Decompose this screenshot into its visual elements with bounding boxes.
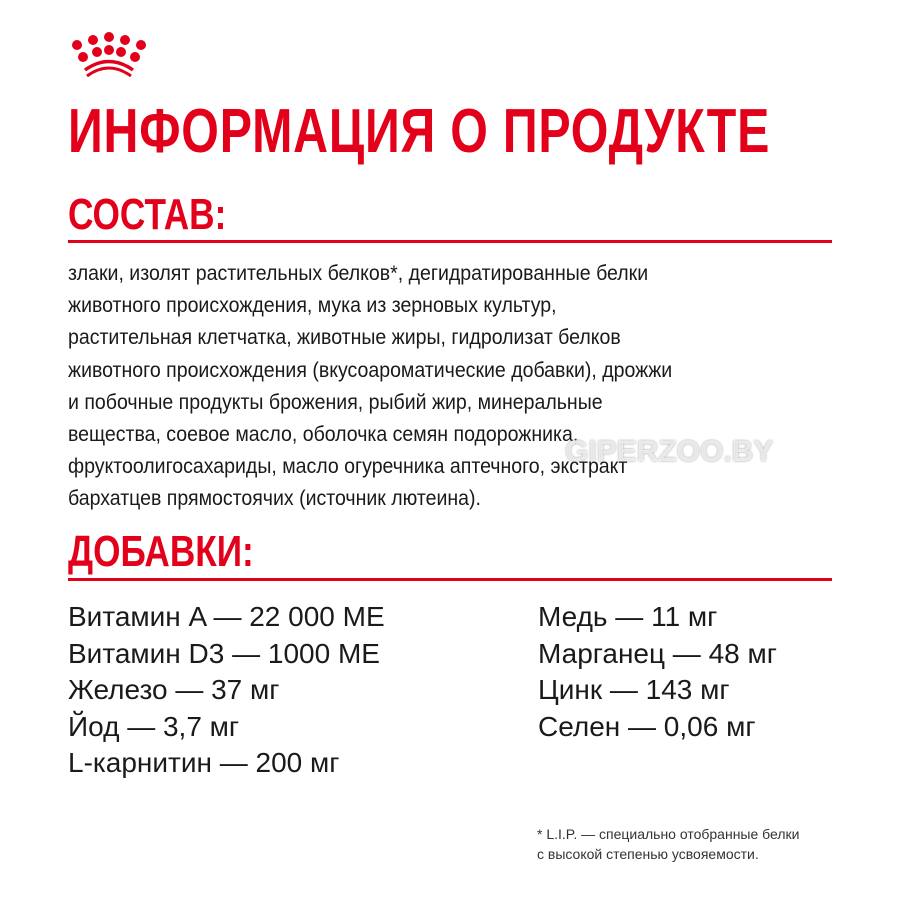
footnote-line: * L.I.P. — специально отобранные белки <box>537 826 800 842</box>
additive-item: Йод — 3,7 мг <box>68 710 240 742</box>
additive-item: Марганец — 48 мг <box>538 637 777 669</box>
composition-line: вещества, соевое масло, оболочка семян п… <box>68 423 579 447</box>
additive-item: Медь — 11 мг <box>538 601 718 632</box>
footnote: * L.I.P. — специально отобранные белки с… <box>537 824 799 864</box>
additive-item: Витамин A — 22 000 МЕ <box>68 601 385 632</box>
crown-logo <box>72 32 146 78</box>
composition-line: бархатцев прямостоячих (источник лютеина… <box>68 487 481 511</box>
additives-heading: ДОБАВКИ: <box>68 527 254 576</box>
page-title: ИНФОРМАЦИЯ О ПРОДУКТЕ <box>68 97 771 166</box>
composition-line: животного происхождения, мука из зерновы… <box>68 294 557 318</box>
additive-item: Витамин D3 — 1000 МЕ <box>68 637 380 669</box>
additive-item: Железо — 37 мг <box>68 674 280 705</box>
additive-item: L-карнитин — 200 мг <box>68 747 340 778</box>
composition-line: растительная клетчатка, животные жиры, г… <box>68 326 621 350</box>
additives-left-list: Витамин A — 22 000 МЕ Витамин D3 — 1000 … <box>68 599 385 782</box>
composition-heading: СОСТАВ: <box>68 190 227 239</box>
additives-right-list: Медь — 11 мг Марганец — 48 мг Цинк — 143… <box>538 599 777 745</box>
divider <box>68 240 832 243</box>
composition-line: фруктоолигосахариды, масло огуречника ап… <box>68 455 628 479</box>
divider <box>68 578 832 581</box>
watermark: GIPERZOO.BY <box>565 435 774 468</box>
composition-text: злаки, изолят растительных белков*, деги… <box>68 258 793 516</box>
composition-line: и побочные продукты брожения, рыбий жир,… <box>68 390 603 414</box>
composition-line: животного происхождения (вкусоароматичес… <box>68 358 673 382</box>
additive-item: Цинк — 143 мг <box>538 674 730 705</box>
composition-line: злаки, изолят растительных белков*, деги… <box>68 262 649 285</box>
additive-item: Селен — 0,06 мг <box>538 710 756 742</box>
footnote-line: с высокой степенью усвояемости. <box>537 846 759 862</box>
